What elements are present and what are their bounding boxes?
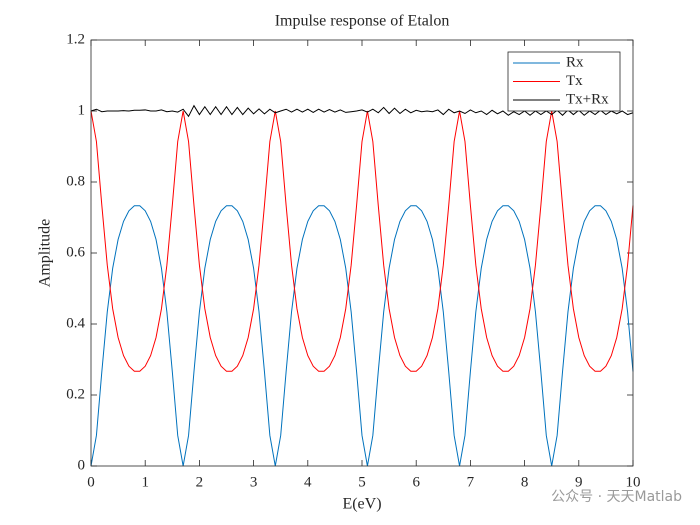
x-tick-label: 6 <box>412 474 420 490</box>
y-tick-label: 0 <box>78 457 86 473</box>
series-line <box>90 110 634 372</box>
x-tick-label: 8 <box>521 474 529 490</box>
y-tick-label: 0.4 <box>66 315 85 331</box>
x-tick-label: 4 <box>304 474 312 490</box>
x-tick-label: 1 <box>141 474 149 490</box>
series-line <box>90 104 634 118</box>
series-line <box>90 205 634 467</box>
x-tick-label: 2 <box>196 474 204 490</box>
x-tick-label: 5 <box>358 474 366 490</box>
y-axis-label: Amplitude <box>37 219 54 287</box>
y-tick-label: 0.6 <box>66 244 85 260</box>
x-tick-label: 9 <box>575 474 583 490</box>
legend-label: Tx+Rx <box>566 91 609 107</box>
axes-box <box>90 39 634 467</box>
x-tick-label: 3 <box>250 474 258 490</box>
y-tick-label: 0.2 <box>66 386 85 402</box>
legend-label: Rx <box>566 54 584 70</box>
x-tick-label: 7 <box>467 474 475 490</box>
chart-title: Impulse response of Etalon <box>275 13 450 30</box>
y-tick-label: 1.2 <box>66 31 85 47</box>
legend-label: Tx <box>566 73 583 89</box>
watermark: 公众号 · 天天Matlab <box>551 489 682 505</box>
x-tick-label: 10 <box>626 474 641 490</box>
y-tick-label: 0.8 <box>66 173 85 189</box>
x-axis-label: E(eV) <box>342 496 381 513</box>
x-tick-label: 0 <box>87 474 95 490</box>
y-tick-label: 1 <box>78 102 86 118</box>
